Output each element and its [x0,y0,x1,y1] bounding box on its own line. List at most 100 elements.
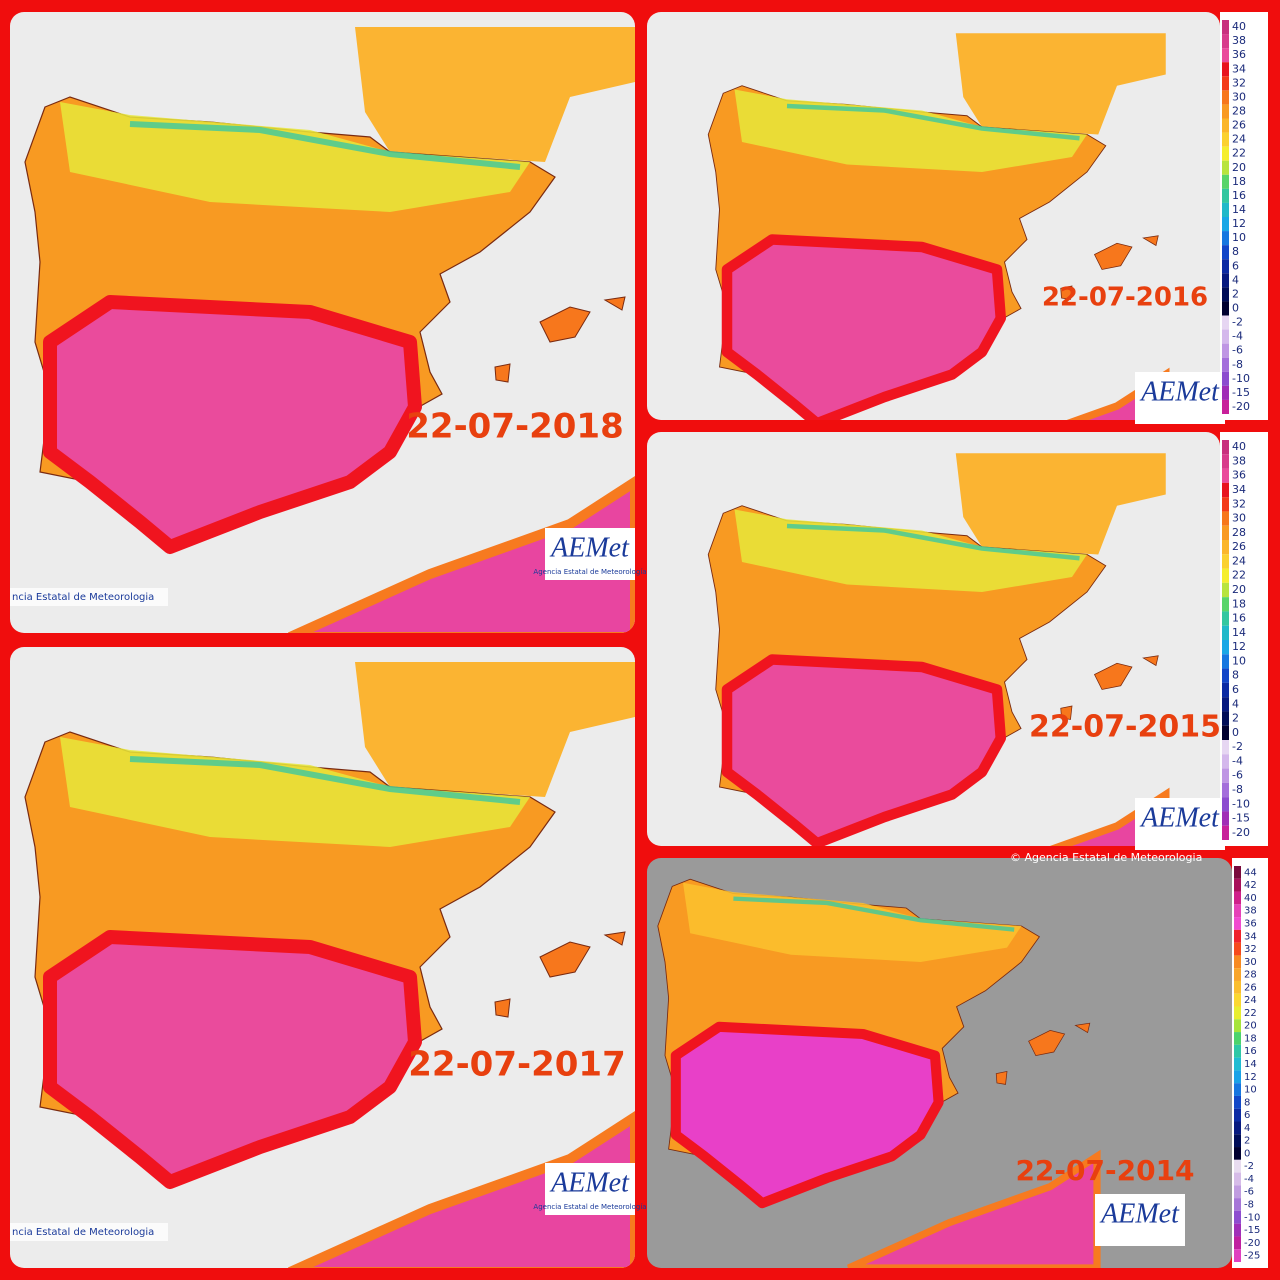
north-zone [734,509,1087,592]
legend-label: 2 [1244,1136,1250,1147]
map [24,662,635,1268]
legend-swatch [1234,1249,1241,1262]
legend-label: -4 [1244,1174,1254,1185]
credit-box [10,588,168,606]
legend-label: 28 [1232,104,1246,117]
legend-swatch [1222,48,1229,63]
legend-label: 14 [1244,1059,1257,1070]
legend-swatch [1234,980,1241,994]
legend-label: 20 [1232,583,1246,596]
legend-label: 40 [1232,20,1246,33]
legend-label: 12 [1244,1072,1257,1083]
legend-swatch [1234,1172,1241,1186]
legend-swatch [1222,217,1229,232]
logo-subtitle: Agencia Estatal de Meteorología [533,1203,646,1211]
legend-label: -6 [1232,344,1243,357]
legend-label: 40 [1232,440,1246,453]
legend-label: 18 [1232,175,1246,188]
legend-label: 26 [1244,982,1257,993]
legend-swatch [1222,540,1229,555]
legend-label: 34 [1232,62,1246,75]
legend-label: 18 [1244,1033,1257,1044]
logo-box [1095,1194,1185,1246]
legend-swatch [1234,1147,1241,1160]
legend-label: 2 [1232,712,1239,725]
legend-label: 18 [1232,597,1246,610]
legend-label: -15 [1244,1225,1260,1236]
legend-swatch [1234,1185,1241,1199]
logo-subtitle: Agencia Estatal de Meteorología [533,568,646,576]
legend-label: -6 [1244,1187,1254,1198]
legend-label: 12 [1232,640,1246,653]
legend-label: 32 [1232,497,1246,510]
legend-swatch [1222,725,1229,740]
legend-label: 12 [1232,217,1246,230]
legend-swatch [1234,1070,1241,1084]
legend-swatch [1234,1044,1241,1058]
legend-swatch [1222,357,1229,372]
island [603,296,626,311]
north-zone [60,737,530,847]
legend-swatch [1234,1121,1241,1135]
map [707,453,1170,846]
legend-label: 16 [1232,189,1246,202]
legend-swatch [1222,482,1229,498]
legend-swatch [1222,118,1229,133]
land [24,27,635,633]
legend-swatch [1234,955,1241,969]
legend-label: 10 [1232,231,1246,244]
legend-swatch [1234,866,1241,879]
legend-swatch [1234,1095,1241,1109]
land [657,878,1101,1268]
legend-label: 16 [1244,1046,1257,1057]
legend-label: -15 [1232,386,1250,399]
date-label: 22-07-2015 [1029,710,1221,745]
map [24,27,635,633]
land [707,453,1170,846]
legend-label: 4 [1232,697,1239,710]
legend-label: 14 [1232,203,1246,216]
legend-swatch [1222,668,1229,683]
pyrenees [786,523,1080,561]
legend-swatch [1222,754,1229,769]
map-panel: 22-07-2016AEMet4038363432302826242220181… [647,12,1268,424]
hot-zone [43,930,422,1189]
logo-box [545,1163,635,1215]
legend-swatch [1222,497,1229,512]
pyrenees [129,756,521,805]
date-label: 22-07-2016 [1042,283,1208,313]
legend-label: 2 [1232,287,1239,300]
legend-swatch [1222,511,1229,526]
legend-label: 4 [1232,273,1239,286]
legend-swatch [1222,132,1229,147]
legend-label: -4 [1232,330,1243,343]
logo: AEMet [549,1167,630,1198]
legend-swatch [1234,968,1241,981]
legend-swatch [1234,1159,1241,1173]
land [24,662,635,1268]
legend-label: -20 [1232,400,1250,413]
legend-swatch [1222,525,1229,540]
legend-label: 28 [1232,526,1246,539]
legend-label: 36 [1232,48,1246,61]
legend-swatch [1234,1223,1241,1237]
logo: AEMet [549,532,630,563]
france [355,662,635,797]
legend-label: -25 [1244,1251,1260,1262]
legend-label: 24 [1232,133,1246,146]
legend-label: 36 [1232,469,1246,482]
legend-swatch [1222,174,1229,189]
north-zone [60,102,530,212]
legend-swatch [1222,654,1229,669]
header: © Agencia Estatal de Meteorologia [1010,851,1202,864]
legend-swatch [1222,259,1229,274]
island [494,363,511,383]
legend-swatch [1222,440,1229,455]
legend-label: 26 [1232,119,1246,132]
island [1060,285,1073,300]
legend-swatch [1222,582,1229,598]
legend-swatch [1234,891,1241,905]
legend-label: -10 [1244,1212,1260,1223]
legend-swatch [1234,1198,1241,1211]
legend-swatch [1222,329,1229,344]
